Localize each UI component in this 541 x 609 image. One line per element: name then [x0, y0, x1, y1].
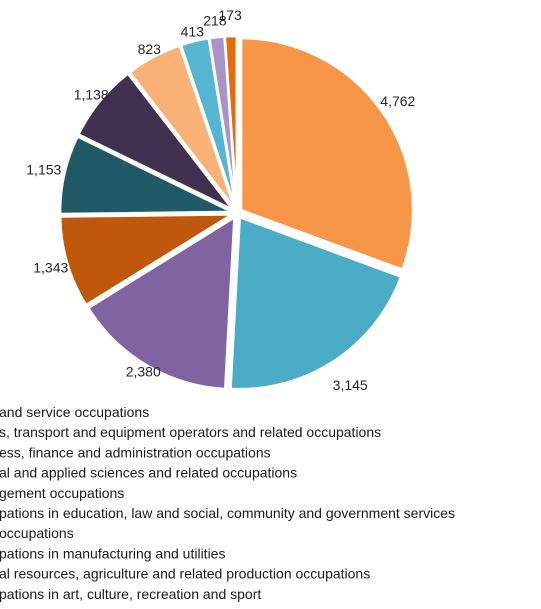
data-label-9: 218	[203, 12, 227, 28]
pie-slices	[58, 34, 415, 391]
pie-slice-2	[229, 215, 403, 391]
legend-entry-5: gement occupations	[0, 485, 124, 501]
legend-entry-6: pations in education, law and social, co…	[0, 505, 455, 521]
data-label-7: 823	[138, 41, 162, 57]
legend-entry-7: occupations	[0, 525, 74, 541]
data-labels: 4,762 3,145 2,380 1,343 1,153 1,138 823 4132181…	[26, 7, 415, 393]
data-label-4: 1,343	[33, 259, 68, 275]
pie-slice-7	[128, 44, 236, 210]
data-label-6: 1,138	[74, 86, 109, 102]
legend-entry-8: pations in manufacturing and utilities	[0, 545, 225, 561]
legend-entry-1: and service occupations	[0, 404, 149, 420]
pie-slice-6	[77, 72, 235, 212]
data-label-2: 3,145	[333, 377, 368, 393]
legend-entry-2: s, transport and equipment operators and…	[0, 424, 381, 440]
legend-entry-9: al resources, agriculture and related pr…	[0, 566, 370, 582]
pie-slice-4	[58, 213, 234, 307]
data-label-10: 173	[218, 7, 242, 23]
legend-entry-3: ess, finance and administration occupati…	[0, 444, 271, 460]
data-label-1: 4,762	[380, 93, 415, 109]
legend-entry-4: al and applied sciences and related occu…	[0, 465, 297, 481]
data-label-3: 2,380	[126, 363, 161, 379]
pie-slice-5	[58, 135, 234, 216]
pie-slice-3	[87, 216, 236, 391]
pie-slice-1	[239, 36, 415, 271]
pie-slice-10	[223, 34, 239, 210]
data-label-8: 413	[181, 23, 205, 39]
legend-entry-10: pations in art, culture, recreation and …	[0, 586, 261, 602]
legend: and service occupations s, transport and …	[0, 404, 455, 602]
data-label-5: 1,153	[26, 162, 61, 178]
